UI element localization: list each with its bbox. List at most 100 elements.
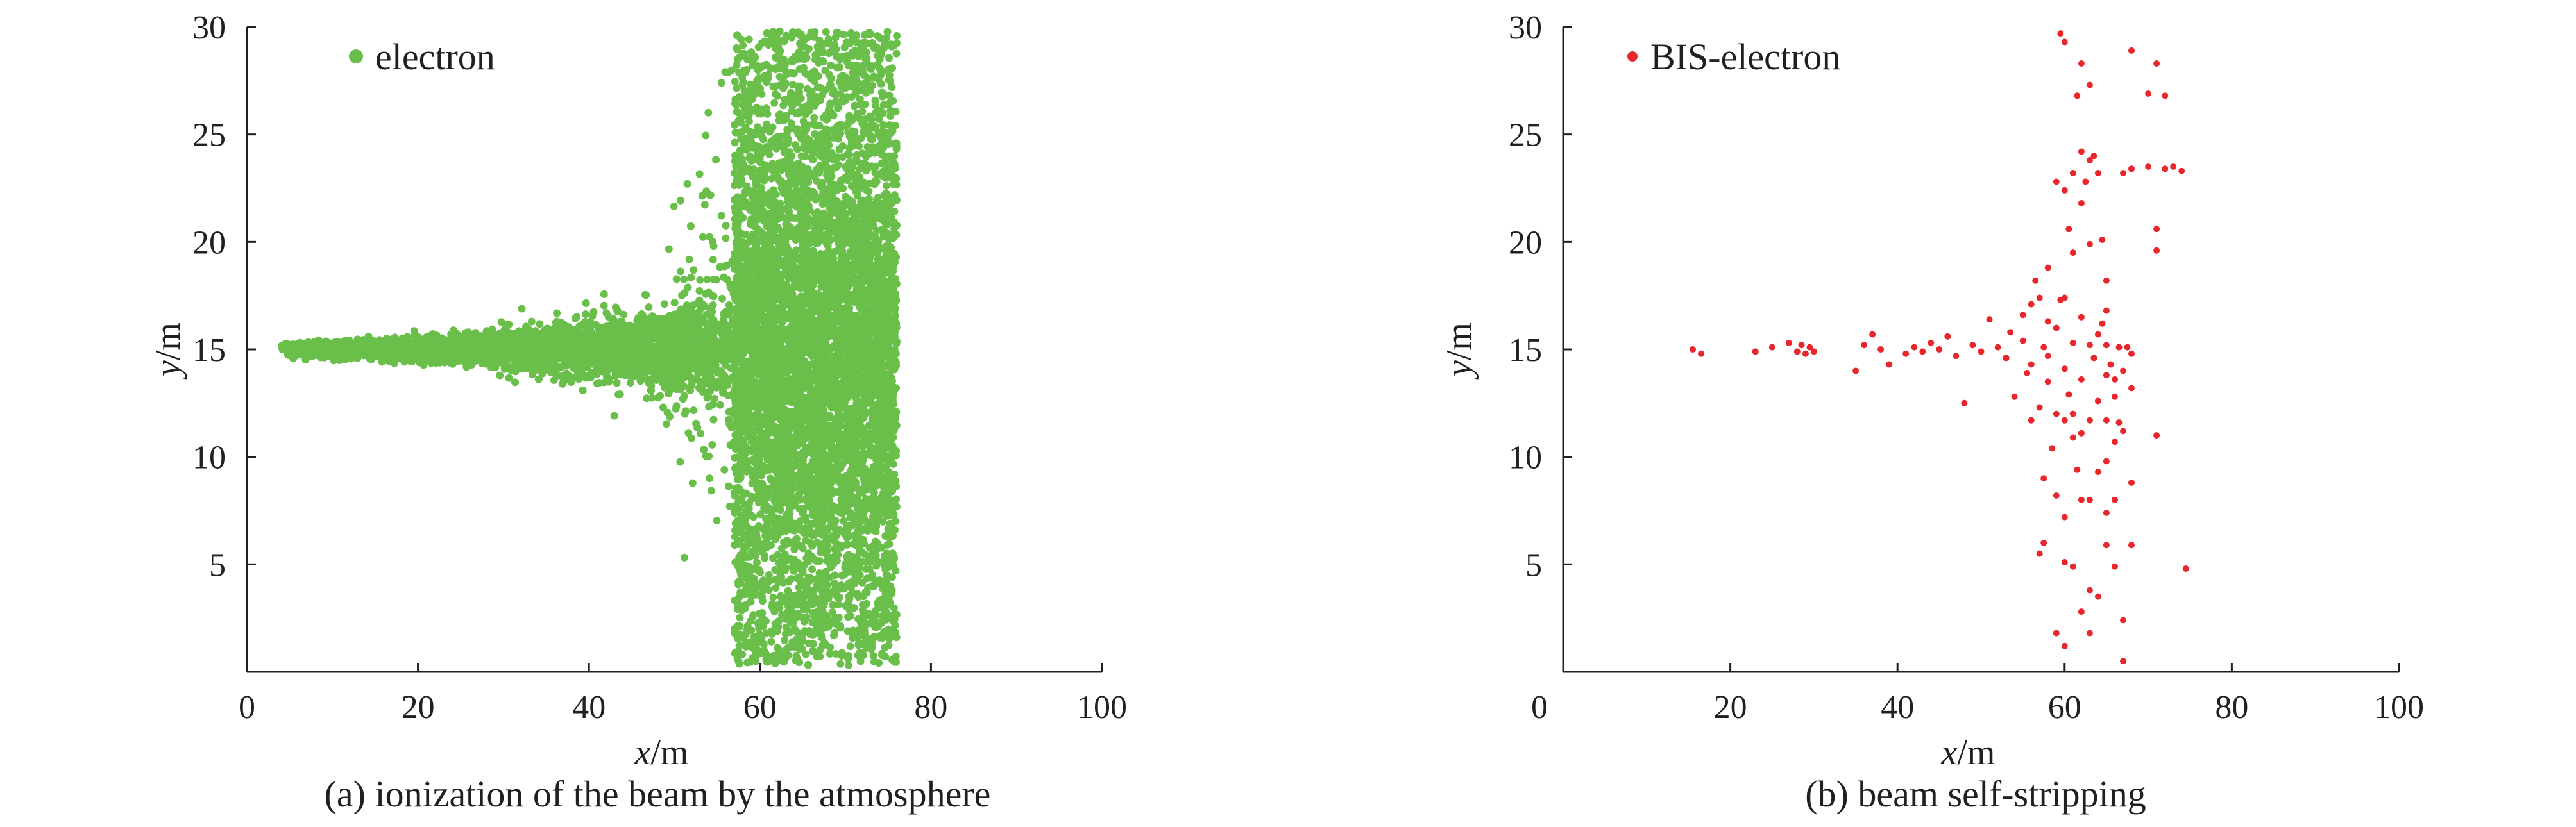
- electron-point: [669, 374, 677, 383]
- electron-point: [666, 312, 674, 319]
- electron-point: [781, 636, 788, 644]
- electron-point: [525, 340, 533, 348]
- y-tick-label: 15: [192, 332, 226, 369]
- electron-point: [672, 402, 681, 410]
- electron-point: [882, 182, 890, 190]
- electron-point: [501, 325, 509, 333]
- electron-point: [521, 326, 529, 335]
- electron-point: [547, 358, 555, 367]
- electron-point: [522, 347, 530, 355]
- electron-point: [613, 379, 621, 387]
- electron-point: [435, 349, 443, 358]
- electron-point: [686, 222, 695, 230]
- electron-point: [630, 330, 638, 338]
- electron-point: [491, 335, 499, 343]
- electron-point: [505, 343, 513, 351]
- electron-point: [321, 347, 329, 356]
- x-axis-unit: /m: [650, 733, 688, 773]
- electron-point: [721, 68, 729, 76]
- electron-point: [595, 379, 604, 387]
- electron-point: [534, 375, 543, 383]
- electron-point: [716, 401, 724, 409]
- electron-point: [636, 377, 645, 385]
- electron-point: [284, 350, 292, 358]
- electron-point: [679, 360, 688, 368]
- electron-point: [660, 300, 668, 308]
- electron-point: [657, 321, 666, 330]
- electron-point: [704, 374, 713, 383]
- electron-point: [581, 310, 589, 319]
- electron-point: [677, 378, 685, 386]
- electron-point: [670, 202, 678, 210]
- electron-point: [600, 301, 608, 310]
- electron-point: [518, 305, 526, 313]
- electron-point: [713, 326, 721, 335]
- electron-point: [598, 349, 607, 358]
- electron-point: [673, 385, 681, 394]
- electron-point: [566, 359, 575, 367]
- electron-point: [547, 346, 555, 354]
- electron-point: [707, 487, 715, 495]
- x-tick-label: 0: [239, 689, 255, 726]
- electron-point: [558, 380, 566, 388]
- electron-point: [681, 289, 689, 297]
- electron-point: [616, 317, 624, 326]
- electron-point: [689, 316, 697, 324]
- electron-point: [690, 266, 698, 274]
- electron-point: [606, 349, 613, 358]
- electron-point: [582, 299, 590, 307]
- electron-point: [695, 296, 704, 305]
- electron-point: [697, 430, 705, 438]
- electron-point: [580, 372, 589, 380]
- electron-point: [393, 342, 401, 350]
- electron-point: [500, 355, 508, 363]
- electron-point: [293, 344, 301, 353]
- electron-point: [614, 342, 622, 351]
- electron-point: [681, 328, 689, 336]
- electron-point: [712, 276, 720, 284]
- electron-point: [291, 352, 299, 360]
- electron-point: [529, 371, 536, 379]
- electron-point: [642, 325, 650, 333]
- y-tick-label: 20: [192, 224, 226, 261]
- electron-point: [727, 66, 736, 74]
- x-tick-label: 100: [1077, 689, 1127, 726]
- electron-point: [677, 351, 685, 360]
- electron-point: [861, 100, 869, 108]
- electron-point: [452, 329, 460, 337]
- panel-caption: (a) ionization of the beam by the atmosp…: [325, 773, 991, 815]
- electron-point: [393, 350, 401, 358]
- electron-point: [505, 374, 513, 382]
- electron-point: [677, 196, 684, 205]
- electron-point: [708, 401, 716, 409]
- electron-point: [699, 233, 707, 241]
- electron-point: [549, 334, 557, 342]
- x-axis-title: x/m: [634, 733, 689, 773]
- electron-point: [553, 371, 561, 380]
- electron-point: [690, 406, 698, 415]
- electron-point: [731, 78, 739, 86]
- electron-point: [858, 578, 867, 587]
- electron-point: [358, 346, 366, 355]
- electron-point: [410, 348, 418, 356]
- electron-point: [422, 355, 430, 363]
- electron-point: [700, 201, 709, 209]
- electron-point: [702, 353, 710, 361]
- electron-point: [388, 335, 396, 344]
- electron-point: [704, 288, 713, 297]
- electron-point: [445, 354, 453, 362]
- electron-point: [303, 343, 312, 351]
- electron-point: [537, 364, 545, 372]
- electron-point: [616, 390, 624, 399]
- electron-point: [588, 312, 597, 321]
- electron-point: [644, 353, 652, 361]
- electron-point: [359, 336, 368, 344]
- x-tick-label: 20: [402, 689, 435, 726]
- electron-point: [336, 338, 344, 347]
- electron-point: [704, 108, 713, 117]
- electron-point: [711, 394, 718, 403]
- electron-point: [720, 337, 727, 346]
- electron-point: [573, 313, 581, 321]
